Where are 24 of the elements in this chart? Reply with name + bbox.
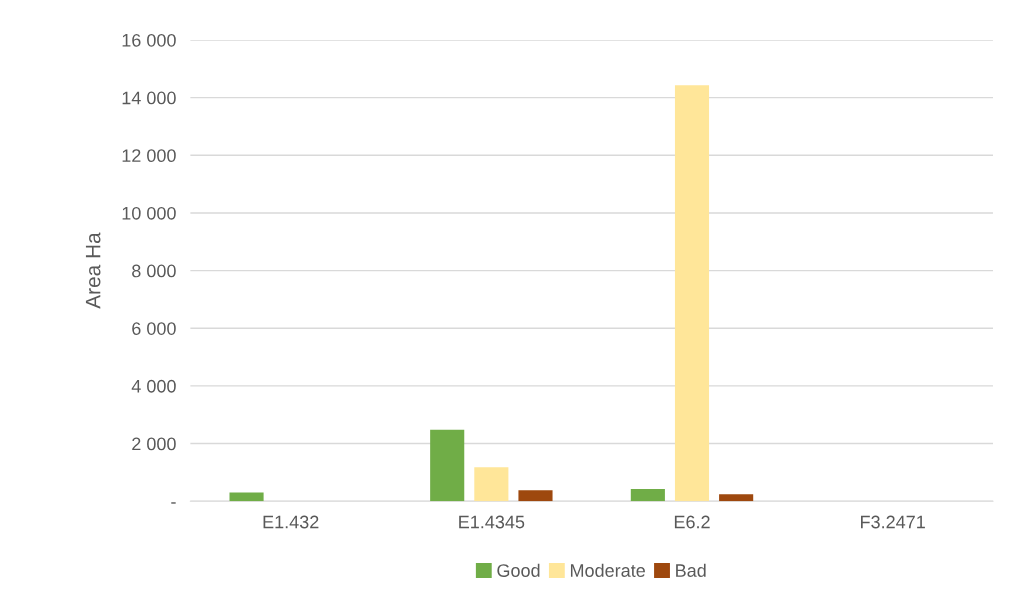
y-tick-label: 4 000	[131, 379, 176, 393]
y-axis-title: Area Ha	[85, 232, 101, 309]
bar	[674, 85, 710, 502]
bar	[630, 489, 665, 502]
bar	[719, 494, 754, 502]
bar	[229, 492, 264, 502]
y-tick-label: 2 000	[132, 437, 176, 451]
y-tick-label: -	[171, 502, 176, 504]
legend-label: Good	[497, 563, 540, 577]
y-tick-label: 10 000	[122, 206, 176, 220]
bar	[474, 467, 509, 502]
legend-label: Bad	[676, 563, 706, 577]
y-tick-label: 14 000	[122, 91, 176, 105]
x-tick-label: E6.2	[674, 515, 710, 529]
x-tick-label: F3.2471	[861, 515, 925, 529]
y-tick-label: 8 000	[132, 264, 176, 278]
legend-label: Moderate	[570, 563, 645, 577]
bar	[430, 429, 465, 502]
x-tick-label: E1.432	[263, 515, 319, 529]
y-tick-label: 16 000	[122, 33, 176, 47]
y-tick-label: 12 000	[122, 149, 176, 163]
y-tick-label: 6 000	[132, 322, 176, 335]
bar	[518, 490, 553, 502]
x-tick-label: E1.4345	[459, 515, 525, 529]
